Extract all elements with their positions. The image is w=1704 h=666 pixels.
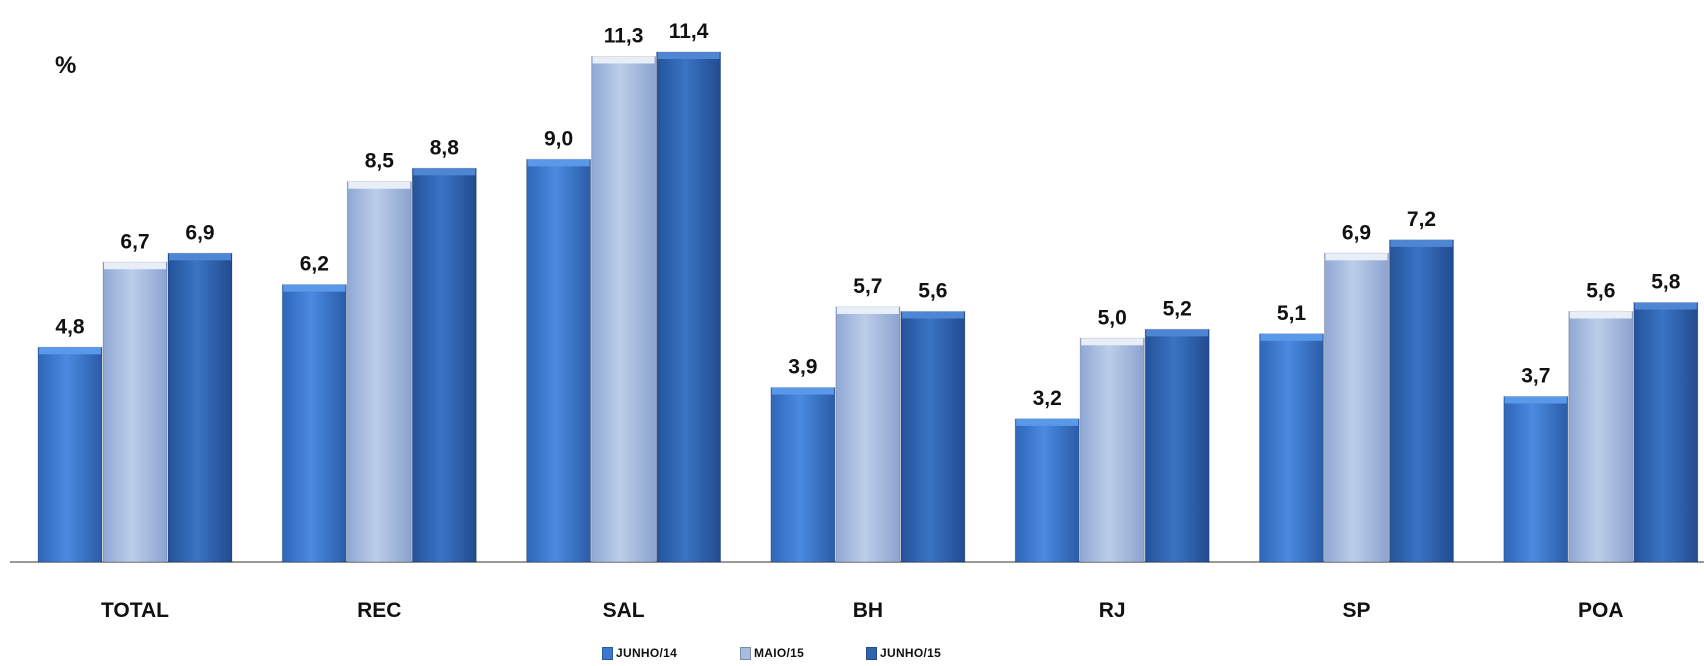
category-label-sp: SP (1342, 599, 1370, 622)
data-label-bh-series-2: 5,7 (853, 275, 882, 298)
data-label-rec-series-1: 6,2 (300, 253, 329, 276)
bar-sal-series-1 (526, 158, 592, 563)
bar-cap-total-series-2 (104, 262, 166, 270)
data-label-poa-series-3: 5,8 (1651, 271, 1681, 294)
data-label-total-series-2: 6,7 (120, 230, 149, 253)
bar-cap-sp-series-3 (1390, 239, 1453, 247)
data-label-sp-series-2: 6,9 (1342, 221, 1371, 244)
category-label-rj: RJ (1099, 599, 1126, 622)
data-label-sp-series-1: 5,1 (1277, 302, 1307, 325)
data-label-sal-series-2: 11,3 (604, 24, 644, 47)
data-label-sal-series-3: 11,4 (669, 20, 709, 43)
data-label-poa-series-1: 3,7 (1521, 364, 1550, 387)
bar-sp-series-3 (1389, 239, 1454, 563)
bar-cap-poa-series-2 (1569, 311, 1632, 319)
bar-cap-total-series-3 (169, 253, 231, 261)
data-label-poa-series-2: 5,6 (1586, 279, 1615, 302)
bar-cap-total-series-1 (39, 347, 101, 355)
bar-cap-sp-series-1 (1260, 333, 1323, 341)
bar-cap-bh-series-1 (771, 387, 834, 395)
data-label-sp-series-3: 7,2 (1407, 208, 1436, 231)
bar-poa-series-1 (1503, 395, 1569, 563)
bar-cap-rj-series-2 (1081, 338, 1144, 346)
bar-cap-sal-series-3 (657, 52, 720, 59)
legend-label-series-2: MAIO/15 (754, 646, 805, 660)
bar-poa-series-3 (1633, 302, 1699, 563)
legend-swatch-series-3 (866, 646, 877, 660)
legend-label-series-3: JUNHO/15 (880, 646, 942, 660)
bar-cap-poa-series-1 (1504, 396, 1567, 404)
bar-cap-sal-series-1 (527, 159, 590, 167)
bar-rec-series-2 (346, 181, 412, 563)
bar-rj-series-1 (1014, 418, 1080, 563)
legend-label-series-1: JUNHO/14 (616, 646, 678, 660)
legend-swatch-series-1 (602, 646, 613, 660)
legend-swatch-series-2 (740, 646, 751, 660)
data-label-bh-series-1: 3,9 (788, 356, 817, 379)
bar-cap-sal-series-2 (592, 56, 655, 64)
bar-total-series-3 (167, 252, 233, 563)
bar-cap-rec-series-1 (283, 284, 346, 292)
data-label-bh-series-3: 5,6 (918, 279, 947, 302)
bar-bh-series-2 (835, 306, 901, 563)
data-label-total-series-1: 4,8 (55, 315, 85, 338)
data-label-rec-series-2: 8,5 (365, 150, 395, 173)
category-label-rec: REC (357, 599, 401, 622)
data-label-total-series-3: 6,9 (185, 221, 214, 244)
bar-cap-bh-series-2 (836, 307, 899, 314)
bar-rec-series-3 (411, 167, 477, 563)
bar-cap-rj-series-1 (1016, 418, 1079, 426)
data-label-rj-series-2: 5,0 (1098, 306, 1127, 329)
bar-rj-series-3 (1144, 328, 1210, 563)
bar-cap-sp-series-2 (1325, 253, 1388, 261)
bar-poa-series-2 (1568, 310, 1634, 563)
data-label-rj-series-3: 5,2 (1163, 297, 1192, 320)
legend: JUNHO/14 MAIO/15 JUNHO/15 (0, 646, 1704, 664)
data-label-rj-series-1: 3,2 (1033, 387, 1062, 410)
bar-bh-series-1 (770, 387, 836, 563)
bar-sp-series-1 (1259, 333, 1324, 563)
bar-cap-poa-series-3 (1634, 302, 1697, 310)
unit-label: % (55, 52, 77, 79)
bar-rj-series-2 (1079, 337, 1145, 563)
bar-sal-series-2 (591, 55, 657, 563)
category-label-poa: POA (1578, 599, 1624, 622)
legend-item-series-2: MAIO/15 (740, 646, 804, 660)
data-label-sal-series-1: 9,0 (544, 127, 573, 150)
category-label-sal: SAL (603, 599, 645, 622)
bar-total-series-2 (102, 261, 168, 563)
bar-sp-series-2 (1324, 252, 1389, 563)
bar-bh-series-3 (900, 310, 966, 563)
bar-cap-bh-series-3 (901, 311, 964, 319)
bar-cap-rec-series-3 (413, 168, 476, 176)
category-label-total: TOTAL (101, 599, 169, 622)
data-label-rec-series-3: 8,8 (430, 136, 460, 159)
bar-cap-rj-series-3 (1146, 329, 1209, 337)
legend-item-series-1: JUNHO/14 (602, 646, 677, 660)
bar-cap-rec-series-2 (348, 181, 411, 189)
bar-rec-series-1 (281, 284, 347, 563)
bar-total-series-1 (37, 346, 103, 563)
legend-item-series-3: JUNHO/15 (866, 646, 941, 660)
category-label-bh: BH (853, 599, 883, 622)
bar-sal-series-3 (656, 51, 722, 563)
